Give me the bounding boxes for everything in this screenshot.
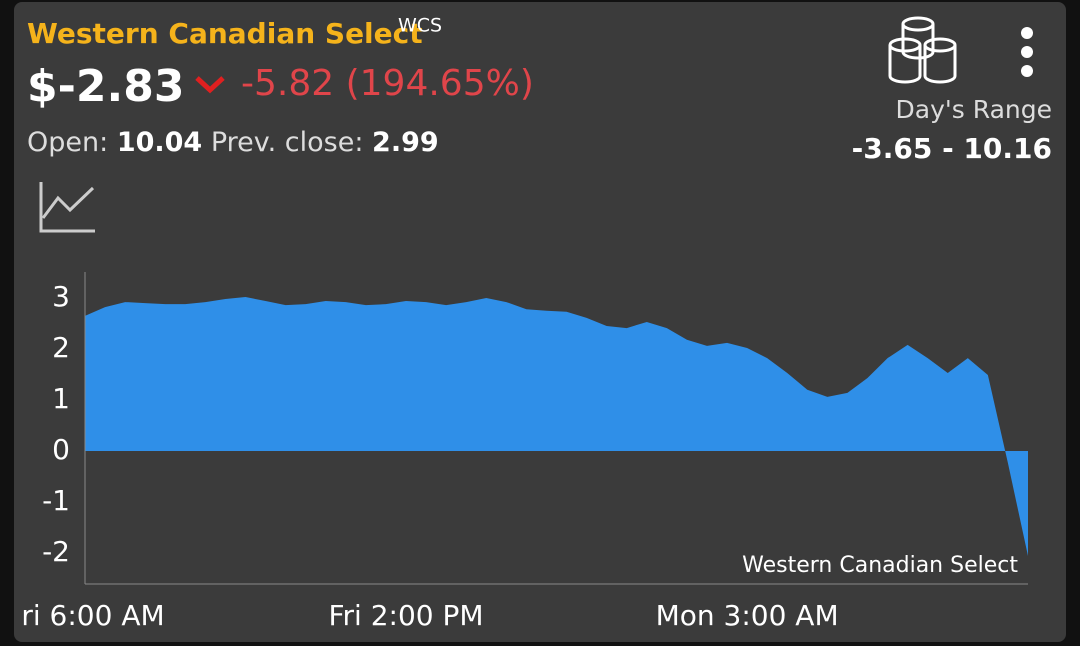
down-arrow: [195, 76, 225, 94]
y-tick-label: -2: [42, 535, 70, 568]
y-tick-label: 1: [52, 382, 70, 415]
change-value: -5.82: [241, 63, 334, 104]
symbol: WCS: [398, 15, 442, 37]
menu-icon[interactable]: [1021, 27, 1033, 77]
area: [85, 296, 1028, 556]
chart-type-icon[interactable]: [39, 182, 95, 233]
day-range: -3.65 - 10.16: [852, 132, 1052, 165]
y-tick-label: -1: [42, 484, 70, 517]
x-tick-label: Mon 3:00 AM: [656, 599, 839, 632]
change-percent: (194.65%): [346, 63, 534, 104]
open-value: 10.04: [117, 127, 202, 158]
open: Open: 10.04 Prev. close: 2.99: [27, 127, 439, 158]
database-icon[interactable]: [888, 16, 957, 84]
open-label: Open:: [27, 127, 108, 158]
legend-label: Western Canadian Select: [742, 553, 1018, 578]
title: Western Canadian Select: [27, 17, 423, 50]
prev-close-value: 2.99: [372, 127, 439, 158]
change: -5.82 (194.65%): [241, 63, 534, 104]
y-tick-label: 0: [52, 433, 70, 466]
price: $-2.83: [27, 61, 184, 112]
prev-close-label: Prev. close:: [211, 127, 364, 158]
y-tick-label: 3: [52, 280, 70, 313]
day-range-label: Day's Range: [896, 95, 1052, 124]
y-tick-label: 2: [52, 331, 70, 364]
x-tick-label: Fri 2:00 PM: [328, 599, 483, 632]
x-tick-label: ri 6:00 AM: [21, 599, 164, 632]
